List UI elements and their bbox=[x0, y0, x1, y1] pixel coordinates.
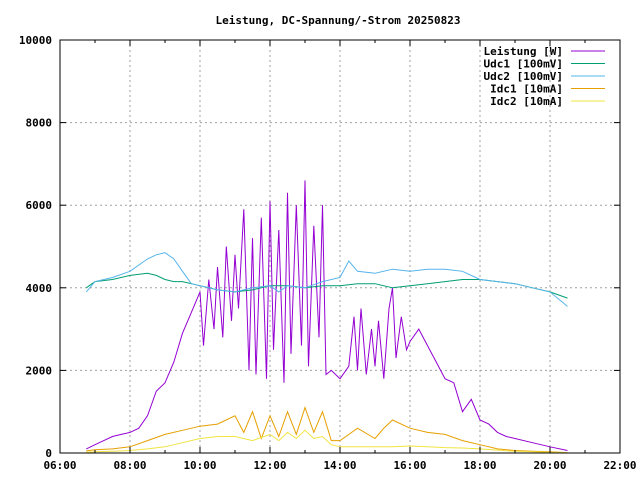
x-tick-label: 08:00 bbox=[113, 459, 146, 472]
y-axis: 0 2000 4000 6000 8000 10000 bbox=[19, 34, 620, 460]
x-tick-label: 20:00 bbox=[533, 459, 566, 472]
x-tick-label: 18:00 bbox=[463, 459, 496, 472]
x-tick-label: 10:00 bbox=[183, 459, 216, 472]
grid bbox=[60, 40, 620, 453]
series-line-1 bbox=[86, 272, 568, 299]
y-tick-label: 6000 bbox=[26, 199, 53, 212]
series-line-0 bbox=[86, 180, 568, 451]
legend-label: Leistung [W] bbox=[484, 45, 563, 58]
x-tick-label: 16:00 bbox=[393, 459, 426, 472]
legend-label: Udc2 [100mV] bbox=[484, 70, 563, 83]
series-line-3 bbox=[86, 406, 568, 454]
y-tick-label: 4000 bbox=[26, 282, 53, 295]
legend-label: Idc2 [10mA] bbox=[490, 95, 563, 108]
x-tick-label: 06:00 bbox=[43, 459, 76, 472]
x-axis: 06:00 08:00 10:00 12:00 14:00 16:00 18:00 20:00… bbox=[43, 40, 637, 472]
legend-label: Udc1 [100mV] bbox=[484, 58, 563, 71]
y-tick-label: 2000 bbox=[26, 364, 53, 377]
legend: Leistung [W]Udc1 [100mV]Udc2 [100mV]Idc1… bbox=[484, 45, 605, 108]
legend-label: Idc1 [10mA] bbox=[490, 83, 563, 96]
y-tick-label: 10000 bbox=[19, 34, 52, 47]
y-tick-label: 8000 bbox=[26, 117, 53, 130]
x-tick-label: 22:00 bbox=[603, 459, 636, 472]
chart-title: Leistung, DC-Spannung/-Strom 20250823 bbox=[215, 14, 460, 27]
y-tick-label: 0 bbox=[45, 447, 52, 460]
series-line-2 bbox=[85, 252, 568, 307]
x-tick-label: 14:00 bbox=[323, 459, 356, 472]
series-line-4 bbox=[86, 429, 568, 454]
series-group bbox=[85, 180, 568, 454]
x-tick-label: 12:00 bbox=[253, 459, 286, 472]
